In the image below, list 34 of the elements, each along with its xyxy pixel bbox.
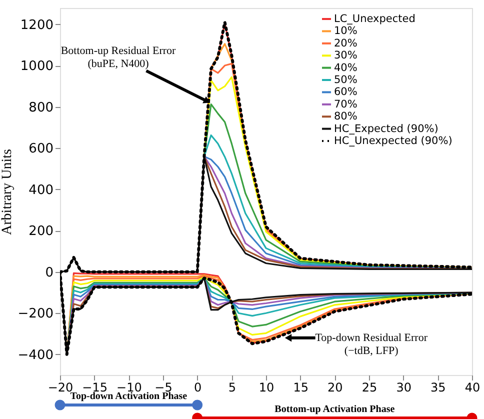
legend-label: LC_Unexpected [334, 13, 416, 25]
x-tick-label: 20 [328, 380, 343, 394]
annotation: Top-down Residual Error (−tdB, LFP) [315, 332, 428, 357]
y-tick-label: 600 [28, 142, 54, 157]
x-tick-label: 30 [396, 380, 412, 394]
x-tick-label: 0 [194, 380, 202, 394]
legend-label: HC_Unexpected (90%) [334, 135, 452, 147]
legend-label: 20% [334, 37, 358, 50]
y-tick-label: 200 [28, 224, 54, 240]
x-tick-label: 10 [258, 380, 274, 394]
y-tick-label: −200 [18, 306, 54, 322]
y-tick-label: 0 [45, 265, 54, 280]
legend-label: 80% [334, 110, 358, 123]
y-tick-label: 1200 [20, 18, 54, 33]
text: Bottom-up Activation Phase [274, 404, 396, 415]
y-tick-label: 800 [28, 100, 54, 116]
annotation: Bottom-up Residual Error (buPE, N400) [60, 44, 176, 70]
legend-label: 10% [334, 25, 358, 38]
y-tick-label: −400 [18, 348, 54, 363]
legend-label: 40% [334, 62, 358, 74]
legend-label: 50% [334, 74, 358, 86]
legend-label: HC_Expected (90%) [334, 122, 438, 135]
legend-label: 60% [334, 86, 358, 98]
x-tick-label: 25 [362, 380, 378, 394]
y-axis-title: Arbitrary Units [0, 149, 15, 235]
text: Top-down Activation Phase [70, 391, 188, 402]
x-tick-label: 15 [293, 380, 308, 394]
legend-label: 30% [334, 50, 358, 62]
x-tick-label: 5 [228, 380, 236, 394]
x-tick-label: 35 [430, 380, 446, 394]
y-tick-label: 1000 [20, 59, 54, 74]
y-tick-label: 400 [28, 182, 54, 198]
legend-label: 70% [334, 98, 358, 110]
x-tick-label: 40 [464, 380, 480, 394]
